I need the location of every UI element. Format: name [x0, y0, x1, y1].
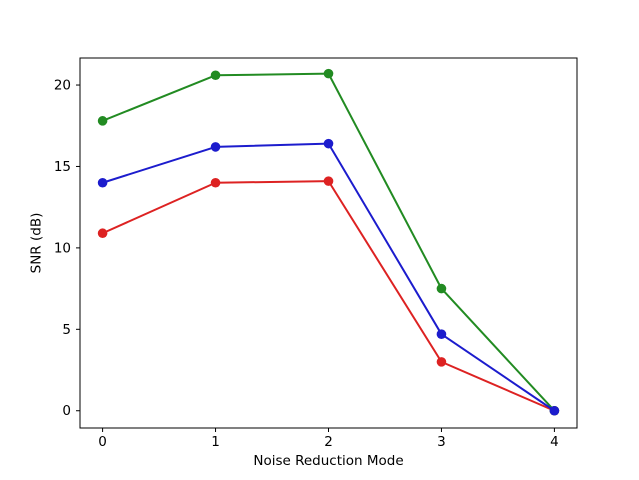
y-tick-label: 5	[62, 322, 71, 338]
blue-series-marker	[97, 177, 108, 188]
x-tick-label: 4	[550, 434, 559, 450]
red-series-marker	[210, 177, 221, 188]
blue-series-marker	[549, 405, 560, 416]
red-series-line	[101, 180, 556, 412]
green-series-line	[101, 72, 556, 412]
blue-series-marker	[323, 138, 334, 149]
y-tick-label: 10	[54, 240, 71, 256]
red-series-marker	[323, 176, 334, 186]
x-tick-label: 0	[98, 434, 107, 450]
x-tick-label: 3	[437, 434, 446, 450]
y-tick-label: 20	[54, 78, 71, 94]
red-series-marker	[97, 228, 108, 239]
y-axis-label: SNR (dB)	[28, 212, 45, 274]
green-series-marker	[97, 116, 108, 126]
x-axis-label: Noise Reduction Mode	[253, 453, 404, 469]
green-series-marker	[210, 70, 221, 81]
y-tick-label: 15	[54, 159, 71, 175]
x-tick-label: 1	[211, 434, 220, 450]
blue-series-marker	[436, 329, 447, 339]
green-series-marker	[323, 68, 334, 79]
x-tick-label: 2	[324, 434, 333, 450]
axes-spines	[79, 57, 578, 429]
green-series-marker	[436, 283, 447, 294]
red-series-marker	[436, 357, 447, 367]
blue-series-marker	[210, 142, 221, 152]
y-tick-label: 0	[62, 403, 71, 419]
